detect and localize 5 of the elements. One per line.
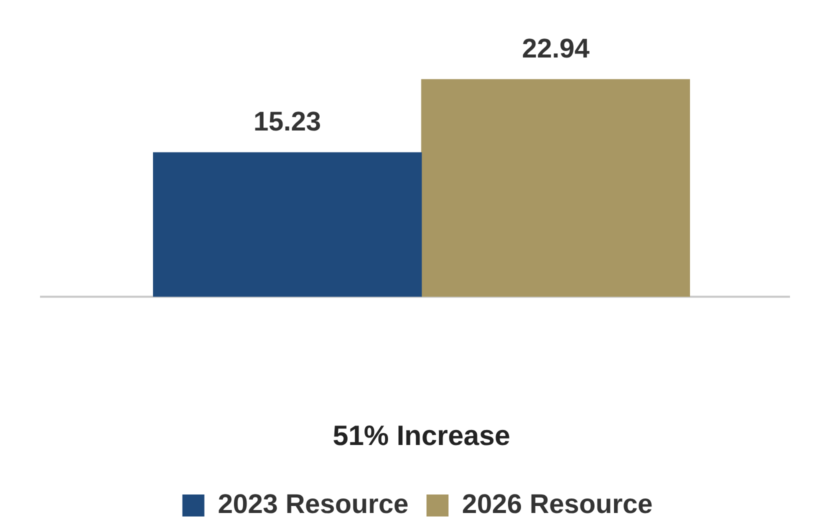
x-axis-title: 51% Increase	[332, 420, 510, 451]
legend-label: 2023 Resource	[218, 488, 409, 519]
data-label: 15.23	[253, 106, 322, 136]
data-label: 22.94	[522, 33, 590, 64]
legend-label: 2026 Resource	[462, 488, 653, 519]
